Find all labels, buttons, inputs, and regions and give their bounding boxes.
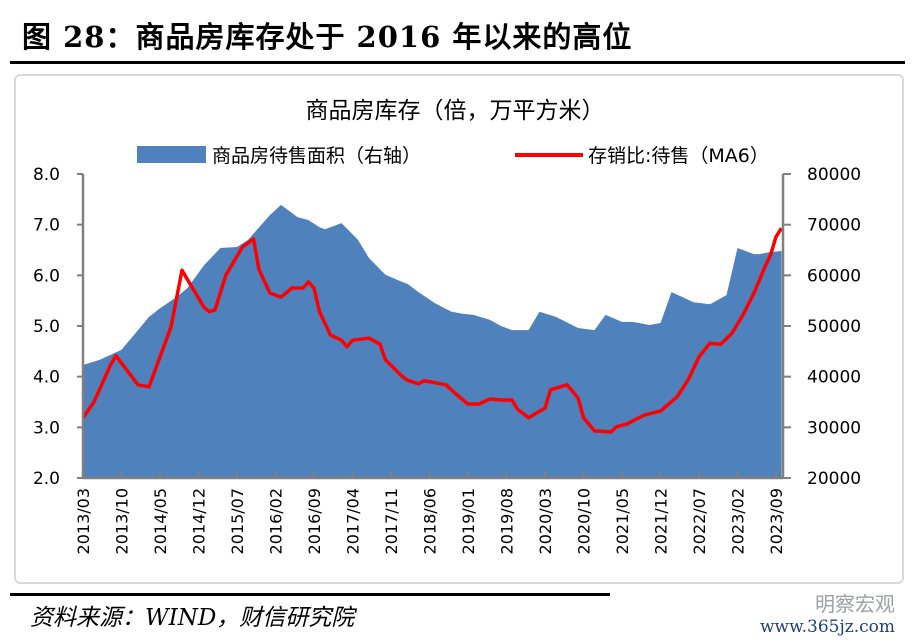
x-axis-tick-label: 2013/03 [74, 488, 93, 554]
x-axis-tick-label: 2023/02 [729, 488, 748, 554]
chart-frame [14, 74, 904, 584]
left-axis-tick-label: 6.0 [33, 266, 60, 286]
left-axis-tick-label: 5.0 [33, 317, 60, 337]
legend: 商品房待售面积（右轴） 存销比:待售（MA6） [137, 145, 769, 167]
x-axis-tick-label: 2016/02 [267, 488, 286, 554]
source-note: 资料来源：WIND，财信研究院 [30, 605, 355, 631]
right-axis-tick-label: 70000 [807, 216, 861, 236]
x-axis-tick-label: 2021/12 [652, 488, 671, 554]
axes: 2.0 3.0 4.0 5.0 6.0 7.0 8.0 20000 30000 40000 5000… [33, 165, 861, 554]
line-series-sales-ratio [81, 227, 783, 434]
left-axis-tick-label: 7.0 [33, 216, 60, 236]
x-axis-tick-label: 2014/05 [151, 488, 170, 554]
figure-title: 图 28：商品房库存处于 2016 年以来的高位 [22, 20, 633, 54]
right-axis-tick-label: 30000 [807, 418, 861, 438]
left-axis-tick-label: 8.0 [33, 165, 60, 185]
x-axis-tick-label: 2019/08 [498, 488, 517, 554]
right-axis-tick-label: 80000 [807, 165, 861, 185]
right-axis-tick-label: 20000 [807, 469, 861, 489]
x-axis-tick-label: 2018/06 [421, 488, 440, 554]
x-axis-tick-label: 2022/07 [690, 488, 709, 554]
source-rule [10, 593, 610, 596]
x-axis-tick-label: 2014/12 [190, 488, 209, 554]
left-axis-tick-label: 2.0 [33, 469, 60, 489]
x-axis-tick-label: 2019/01 [459, 488, 478, 554]
watermark-name: 明察宏观 [815, 592, 895, 616]
right-axis-tick-label: 40000 [807, 368, 861, 388]
legend-label-area: 商品房待售面积（右轴） [212, 145, 421, 167]
x-axis-tick-label: 2021/05 [613, 488, 632, 554]
plot-area [81, 204, 783, 478]
x-axis-tick-label: 2016/09 [305, 488, 324, 554]
left-axis-tick-label: 4.0 [33, 368, 60, 388]
x-axis-tick-label: 2015/07 [228, 488, 247, 554]
right-axis-tick-label: 50000 [807, 317, 861, 337]
x-axis-tick-label: 2017/04 [344, 488, 363, 554]
watermark-url: www.365jz.com [760, 617, 895, 637]
x-axis-tick-label: 2020/10 [575, 488, 594, 554]
legend-label-line: 存销比:待售（MA6） [588, 145, 769, 167]
x-axis-tick-label: 2023/09 [767, 488, 786, 554]
left-axis-tick-label: 3.0 [33, 418, 60, 438]
x-axis-tick-label: 2017/11 [382, 488, 401, 554]
watermark: 明察宏观 www.365jz.com [760, 588, 895, 637]
area-series-inventory [83, 204, 782, 478]
title-rule [10, 61, 905, 64]
legend-swatch-area [137, 146, 206, 163]
right-axis-tick-label: 60000 [807, 266, 861, 286]
x-axis-tick-label: 2013/10 [113, 488, 132, 554]
chart-title: 商品房库存（倍，万平方米） [306, 98, 605, 124]
x-axis-tick-label: 2020/03 [536, 488, 555, 554]
